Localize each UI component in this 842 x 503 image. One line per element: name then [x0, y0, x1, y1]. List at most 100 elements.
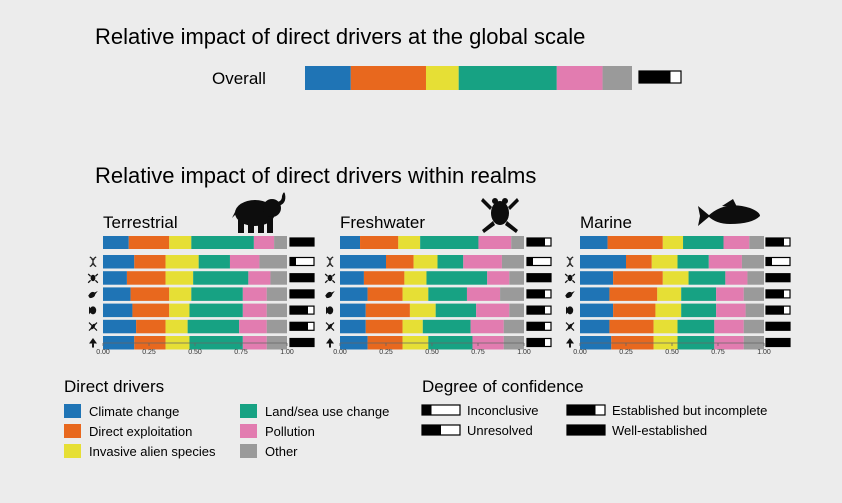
x-tick-label: 0.00 — [573, 349, 587, 356]
marine-row-4-other-segment — [745, 303, 764, 318]
legend-confidence-label: Established but incomplete — [612, 403, 767, 418]
terrestrial-row-2-exploitation-segment — [126, 271, 166, 285]
overall-invasive-segment — [425, 66, 459, 90]
x-tick-label: 0.75 — [711, 349, 725, 356]
marine-row-4-invasive-segment — [655, 303, 682, 318]
marine-total-confidence-icon — [765, 237, 791, 247]
x-tick-label: 0.50 — [188, 349, 202, 356]
terrestrial-row-1-invasive-segment — [165, 255, 199, 269]
confidence-icon — [566, 404, 606, 416]
marine-row-1-climate-segment — [580, 255, 626, 269]
legend-confidence-item-2: Unresolved — [421, 423, 533, 438]
freshwater-total-exploitation-segment — [360, 236, 399, 249]
freshwater-row-3-exploitation-segment — [367, 287, 403, 301]
marine-row-2-confidence-icon — [765, 273, 791, 283]
terrestrial-row-3-pollution-segment — [242, 287, 267, 301]
marine-row-5-pollution-segment — [714, 319, 744, 334]
freshwater-row-4-confidence-icon — [526, 305, 552, 315]
legend-confidence-label: Well-established — [612, 423, 707, 438]
x-tick-label: 0.50 — [425, 349, 439, 356]
marine-row-5-other-segment — [743, 319, 764, 334]
terrestrial-total-exploitation-segment — [128, 236, 170, 249]
freshwater-row-1-invasive-segment — [413, 255, 438, 269]
marine-total-landsea-segment — [683, 236, 724, 249]
insect-icon — [565, 321, 575, 332]
freshwater-total-confidence-icon — [526, 237, 552, 247]
marine-row-4-pollution-segment — [716, 303, 746, 318]
x-tick-label: 0.25 — [379, 349, 393, 356]
marine-row-6-confidence-icon — [765, 337, 791, 348]
freshwater-row-2-pollution-segment — [487, 271, 510, 285]
terrestrial-row-1-exploitation-segment — [134, 255, 166, 269]
freshwater-row-4-climate-segment — [340, 303, 366, 318]
marine-row-4-climate-segment — [580, 303, 614, 318]
freshwater-row-1-landsea-segment — [437, 255, 464, 269]
freshwater-row-6-confidence-icon — [526, 337, 552, 348]
freshwater-row-2-confidence-icon — [526, 273, 552, 283]
freshwater-total-other-segment — [511, 236, 524, 249]
freshwater-row-5-invasive-segment — [402, 319, 423, 334]
realm-panel-terrestrial: 0.00 0.25 0.50 0.75 1.00 — [87, 236, 315, 356]
freshwater-row-3-confidence-icon — [526, 289, 552, 299]
overall-confidence-indicator — [638, 70, 682, 84]
marine-total-pollution-segment — [723, 236, 750, 249]
legend-drivers-title: Direct drivers — [64, 377, 164, 396]
legend-swatch — [240, 424, 257, 438]
terrestrial-row-3-other-segment — [266, 287, 287, 301]
marine-row-1-landsea-segment — [677, 255, 709, 269]
dna-icon — [566, 256, 574, 268]
bird-icon — [325, 290, 335, 299]
terrestrial-row-5-exploitation-segment — [136, 319, 166, 334]
realm-panel-freshwater: 0.00 0.25 0.50 0.75 1.00 — [324, 236, 552, 356]
x-tick-label: 0.25 — [619, 349, 633, 356]
realm-panel-marine: 0.00 0.25 0.50 0.75 1.00 — [564, 236, 791, 356]
overall-landsea-segment — [458, 66, 557, 90]
legend-confidence-item-1: Inconclusive — [421, 403, 539, 418]
tree-icon — [326, 337, 334, 348]
fish-icon — [698, 199, 760, 226]
fish-icon — [89, 306, 97, 315]
overall-bar — [305, 66, 632, 90]
freshwater-row-5-climate-segment — [340, 319, 366, 334]
x-tick-label: 0.50 — [665, 349, 679, 356]
freshwater-row-1-climate-segment — [340, 255, 386, 269]
terrestrial-total-landsea-segment — [191, 236, 254, 249]
marine-row-1-invasive-segment — [651, 255, 678, 269]
freshwater-row-2-exploitation-segment — [363, 271, 405, 285]
marine-row-3-other-segment — [743, 287, 764, 301]
frog-icon — [481, 198, 519, 233]
freshwater-row-3-invasive-segment — [402, 287, 429, 301]
terrestrial-row-2-landsea-segment — [193, 271, 249, 285]
marine-row-3-climate-segment — [580, 287, 610, 301]
x-tick-label: 0.25 — [142, 349, 156, 356]
freshwater-row-1-pollution-segment — [463, 255, 502, 269]
terrestrial-row-2-confidence-icon — [289, 273, 315, 283]
x-tick-label: 1.00 — [757, 349, 771, 356]
marine-row-4-exploitation-segment — [613, 303, 656, 318]
marine-row-5-invasive-segment — [653, 319, 678, 334]
terrestrial-row-5-landsea-segment — [187, 319, 240, 334]
terrestrial-row-5-invasive-segment — [165, 319, 188, 334]
freshwater-row-3-climate-segment — [340, 287, 368, 301]
terrestrial-row-4-pollution-segment — [242, 303, 267, 318]
terrestrial-row-5-other-segment — [266, 319, 287, 334]
terrestrial-total-confidence-icon — [289, 237, 315, 247]
freshwater-row-2-landsea-segment — [426, 271, 488, 285]
x-tick-label: 1.00 — [517, 349, 531, 356]
freshwater-row-3-pollution-segment — [466, 287, 501, 301]
legend-item-invasive: Invasive alien species — [64, 444, 216, 459]
terrestrial-row-5-climate-segment — [103, 319, 137, 334]
terrestrial-row-6-confidence-icon — [289, 337, 315, 348]
freshwater-row-4-invasive-segment — [409, 303, 436, 318]
legend-item-exploitation: Direct exploitation — [64, 424, 192, 439]
legend-swatch — [240, 444, 257, 458]
marine-row-2-pollution-segment — [725, 271, 748, 285]
terrestrial-total-invasive-segment — [169, 236, 192, 249]
legend-swatch — [240, 404, 257, 418]
fish-icon — [566, 306, 574, 315]
legend-label: Other — [265, 444, 298, 459]
freshwater-row-3-landsea-segment — [428, 287, 467, 301]
marine-row-4-landsea-segment — [681, 303, 717, 318]
legend-label: Direct exploitation — [89, 424, 192, 439]
